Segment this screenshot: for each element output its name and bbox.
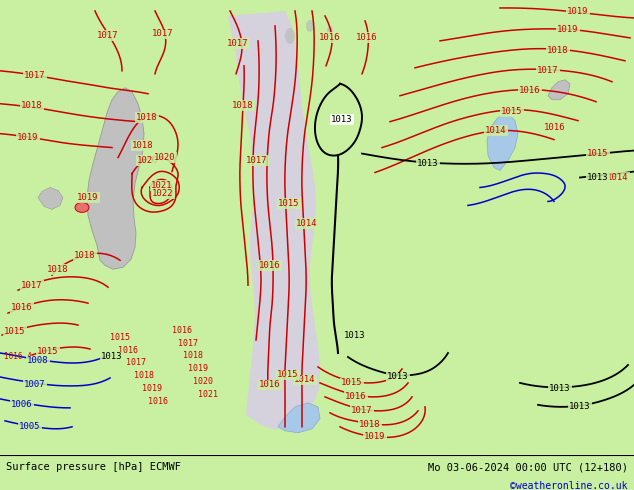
- Text: 1013: 1013: [587, 173, 609, 182]
- Text: 1018: 1018: [547, 47, 569, 55]
- Text: 1018: 1018: [136, 113, 158, 122]
- Text: 1018: 1018: [134, 371, 154, 380]
- Ellipse shape: [75, 202, 89, 212]
- Text: 1019: 1019: [188, 365, 208, 373]
- Text: 1014: 1014: [294, 375, 316, 385]
- Text: 1008: 1008: [27, 357, 49, 366]
- Text: 1015: 1015: [341, 378, 363, 388]
- Text: 1018: 1018: [22, 101, 42, 110]
- Text: 1013: 1013: [569, 402, 591, 411]
- Text: 1019: 1019: [557, 25, 579, 34]
- Text: ©weatheronline.co.uk: ©weatheronline.co.uk: [510, 481, 628, 490]
- Text: 1017: 1017: [537, 66, 559, 75]
- Text: Mo 03-06-2024 00:00 UTC (12+180): Mo 03-06-2024 00:00 UTC (12+180): [428, 462, 628, 472]
- Text: 1015: 1015: [587, 149, 609, 158]
- Text: Surface pressure [hPa] ECMWF: Surface pressure [hPa] ECMWF: [6, 462, 181, 472]
- Text: 1018: 1018: [183, 351, 203, 361]
- Text: 1017: 1017: [351, 406, 373, 416]
- Text: 1015: 1015: [110, 333, 130, 342]
- Text: 1016: 1016: [172, 325, 192, 335]
- Text: 1020: 1020: [154, 153, 176, 162]
- Text: 1017: 1017: [246, 156, 268, 165]
- Text: 1015: 1015: [4, 326, 26, 336]
- Text: 1014: 1014: [296, 219, 318, 228]
- Text: 1016: 1016: [356, 33, 378, 43]
- Text: 1013: 1013: [331, 115, 353, 124]
- Text: 1021: 1021: [152, 181, 172, 190]
- Text: 1007: 1007: [24, 380, 46, 390]
- Text: 1013: 1013: [417, 159, 439, 168]
- Text: 1020: 1020: [193, 377, 213, 387]
- Text: 1013: 1013: [344, 331, 366, 340]
- Text: 1013: 1013: [101, 352, 123, 362]
- Text: 1005: 1005: [19, 422, 41, 431]
- Polygon shape: [228, 11, 320, 430]
- Text: 1015: 1015: [501, 107, 523, 116]
- Ellipse shape: [327, 26, 333, 36]
- Text: 1016: 1016: [259, 261, 281, 270]
- Text: 1021: 1021: [198, 391, 218, 399]
- Text: 1018: 1018: [48, 265, 68, 274]
- Ellipse shape: [306, 20, 314, 32]
- Text: 1016: 1016: [320, 33, 340, 43]
- Text: 1019: 1019: [77, 193, 99, 202]
- Text: 1019: 1019: [365, 432, 385, 441]
- Text: 1020: 1020: [137, 156, 158, 165]
- Ellipse shape: [285, 28, 295, 44]
- Text: 1022: 1022: [152, 189, 174, 198]
- Text: 1016: 1016: [346, 392, 366, 401]
- Text: 1017: 1017: [126, 359, 146, 368]
- Text: 1018: 1018: [232, 101, 254, 110]
- Polygon shape: [38, 188, 63, 209]
- Text: 1017: 1017: [227, 39, 249, 49]
- Text: 1018: 1018: [359, 420, 381, 429]
- Text: 1016 4: 1016 4: [4, 352, 32, 362]
- Polygon shape: [548, 80, 570, 100]
- Text: 1016: 1016: [519, 86, 541, 95]
- Polygon shape: [87, 88, 144, 269]
- Text: 1006: 1006: [11, 400, 33, 409]
- Text: 1016: 1016: [118, 345, 138, 354]
- Text: 1015: 1015: [37, 346, 59, 356]
- Text: 1019: 1019: [17, 133, 39, 142]
- Text: 1016: 1016: [148, 397, 168, 406]
- Text: 1017: 1017: [22, 281, 42, 290]
- Text: 1016: 1016: [259, 380, 281, 390]
- Text: 1015: 1015: [278, 199, 300, 208]
- Text: 1017: 1017: [24, 71, 46, 80]
- Text: 1017: 1017: [178, 339, 198, 347]
- Text: 1013: 1013: [549, 385, 571, 393]
- Polygon shape: [278, 403, 320, 433]
- Text: 1016: 1016: [11, 303, 33, 312]
- Text: 1017: 1017: [152, 29, 174, 38]
- Text: 1014: 1014: [485, 126, 507, 135]
- Text: 1018: 1018: [133, 141, 154, 150]
- Text: 1015: 1015: [277, 370, 299, 379]
- Text: 1013: 1013: [387, 372, 409, 381]
- Text: 1014: 1014: [607, 173, 629, 182]
- Text: 1018: 1018: [74, 251, 96, 260]
- Text: 1019: 1019: [567, 7, 589, 17]
- Polygon shape: [487, 114, 518, 171]
- Text: 1016: 1016: [544, 123, 566, 132]
- Text: 1019: 1019: [142, 385, 162, 393]
- Text: 1017: 1017: [97, 31, 119, 40]
